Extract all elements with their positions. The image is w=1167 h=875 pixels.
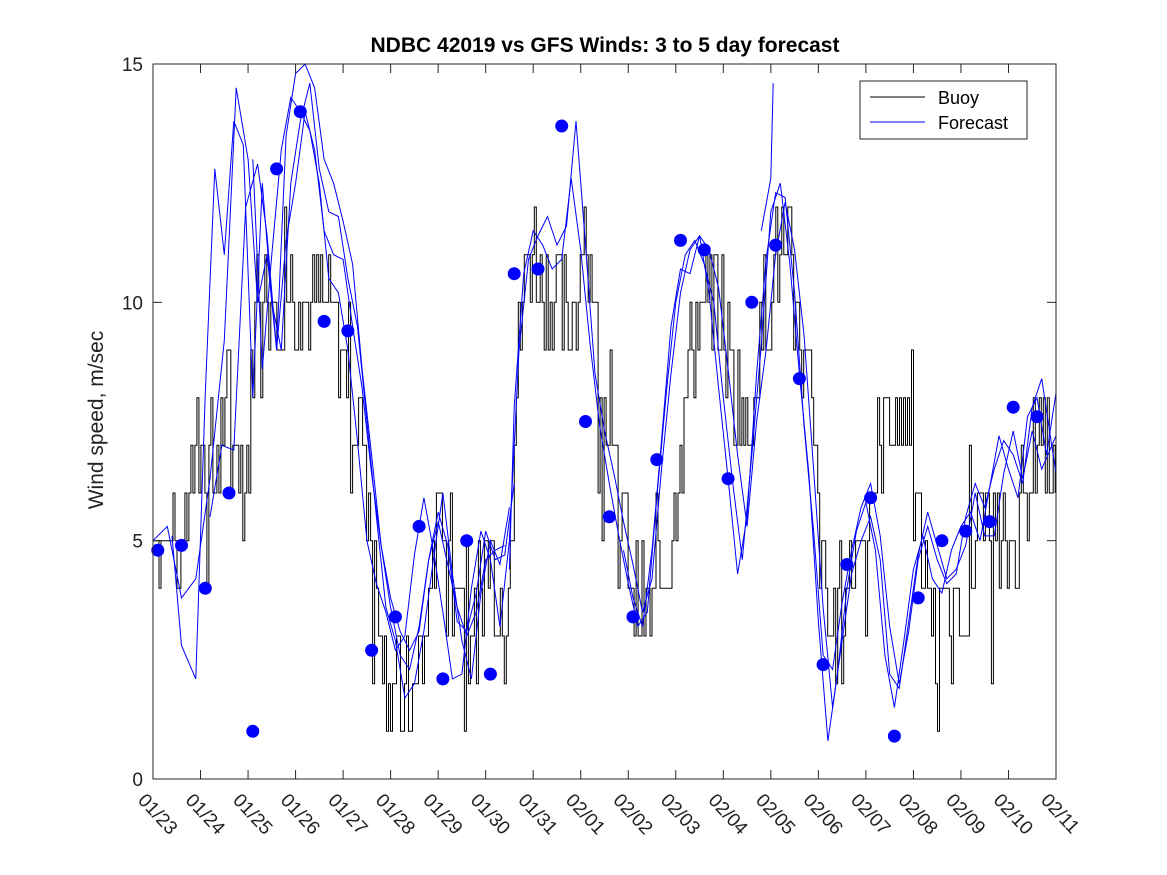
y-tick-label: 10 [122,293,143,314]
y-tick-label: 0 [132,770,143,791]
forecast-point-6 [270,162,284,176]
forecast-series-line-4 [252,96,1057,708]
forecast-point-31 [864,491,878,505]
forecast-point-3 [198,581,212,595]
forecast-series-line-2 [171,82,510,700]
legend-box [859,80,1028,140]
marker-layer [151,105,1044,743]
forecast-point-19 [579,415,592,428]
buoy-series-line [153,206,1056,732]
plot-frame [152,63,1057,780]
forecast-point-27 [769,238,783,252]
legend-buoy-label: Buoy [938,88,979,108]
forecast-point-17 [531,262,545,276]
forecast-point-4 [222,486,236,500]
forecast-point-11 [388,610,402,624]
forecast-point-37 [1006,400,1020,414]
y-axis-label: Wind speed, m/sec [85,331,108,510]
y-tick-label: 15 [122,55,143,76]
forecast-point-38 [1030,410,1044,424]
forecast-point-18 [555,119,569,133]
forecast-point-28 [792,372,806,386]
forecast-point-24 [697,243,711,257]
y-tick-label: 5 [132,532,143,553]
legend-forecast-label: Forecast [938,113,1008,133]
forecast-point-1 [151,543,165,557]
forecast-point-29 [816,658,830,672]
forecast-point-12 [412,519,426,533]
forecast-point-10 [365,643,379,657]
forecast-series-line-3 [209,111,515,652]
forecast-point-23 [674,233,687,247]
chart-title: NDBC 42019 vs GFS Winds: 3 to 5 day fore… [371,34,840,57]
forecast-point-33 [911,591,925,605]
forecast-point-16 [507,267,521,281]
forecast-point-9 [341,324,355,338]
forecast-point-35 [959,524,973,538]
forecast-point-7 [293,105,307,119]
forecast-point-8 [317,314,331,328]
forecast-point-25 [721,472,735,486]
forecast-point-26 [745,295,759,309]
forecast-point-36 [983,515,996,529]
forecast-point-32 [887,729,901,743]
forecast-point-21 [626,610,640,624]
forecast-point-14 [460,534,474,548]
forecast-point-30 [840,558,854,571]
forecast-series-line-1 [152,63,505,671]
forecast-point-13 [436,672,450,686]
forecast-series-line-6 [623,191,1057,684]
series-layer [152,63,1057,741]
y-ticks: 0 5 10 15 [122,55,1056,791]
forecast-point-22 [650,453,664,467]
forecast-series-line-5 [508,178,1057,741]
forecast-point-20 [602,510,616,524]
forecast-series-line-7 [760,83,774,231]
forecast-point-34 [935,534,949,548]
legend: Buoy Forecast [859,80,1028,140]
forecast-point-5 [246,724,260,738]
forecast-point-15 [483,667,497,681]
forecast-point-2 [175,538,188,552]
